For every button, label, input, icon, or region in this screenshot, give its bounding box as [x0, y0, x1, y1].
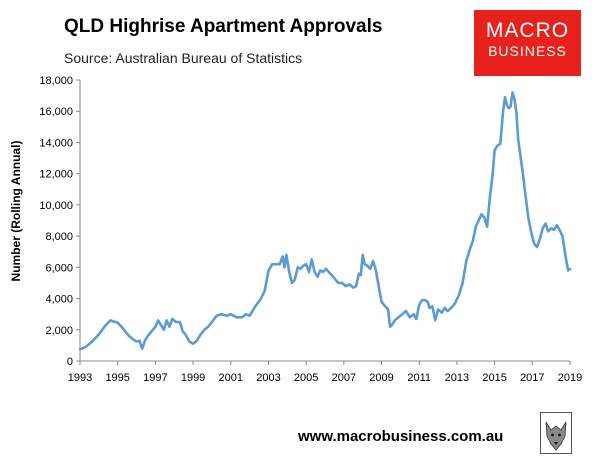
x-tick-label: 2019 [558, 372, 582, 384]
wolf-icon [540, 412, 572, 454]
y-tick-label: 8,000 [45, 231, 73, 243]
x-tick-label: 2015 [482, 372, 506, 384]
y-tick-label: 2,000 [45, 325, 73, 337]
y-tick-label: 6,000 [45, 262, 73, 274]
x-tick-label: 1993 [68, 372, 92, 384]
x-tick-label: 2007 [332, 372, 356, 384]
y-tick-label: 14,000 [39, 137, 73, 149]
x-tick-label: 1999 [181, 372, 205, 384]
y-tick-label: 10,000 [39, 200, 73, 212]
y-tick-label: 4,000 [45, 294, 73, 306]
x-tick-label: 2017 [520, 372, 544, 384]
chart-axes [79, 80, 570, 362]
x-tick-label: 2011 [407, 372, 431, 384]
y-axis-label: Number (Rolling Annual) [9, 141, 23, 282]
y-tick-label: 0 [67, 356, 73, 368]
x-tick-label: 2003 [256, 372, 280, 384]
website-url: www.macrobusiness.com.au [298, 428, 504, 445]
logo-line-1: MACRO [485, 19, 570, 42]
x-tick-label: 1997 [143, 372, 167, 384]
x-tick-label: 2013 [445, 372, 469, 384]
chart-subtitle: Source: Australian Bureau of Statistics [64, 50, 303, 66]
y-axis-ticks: 0 2,000 4,000 6,000 8,000 10,000 12,000 14,000 1… [39, 75, 80, 368]
x-tick-label: 2009 [369, 372, 393, 384]
y-tick-label: 16,000 [39, 106, 73, 118]
macrobusiness-logo: MACRO BUSINESS [474, 10, 581, 76]
series-line [78, 91, 572, 351]
chart-title: QLD Highrise Apartment Approvals [64, 16, 383, 37]
x-axis-ticks: 1993 1995 1997 1999 2001 2003 2005 2007 2009 2011… [68, 361, 582, 384]
y-tick-label: 18,000 [39, 75, 73, 87]
logo-line-2: BUSINESS [488, 43, 567, 59]
y-tick-label: 12,000 [39, 169, 73, 181]
x-tick-label: 2005 [294, 372, 318, 384]
x-tick-label: 2001 [219, 372, 243, 384]
x-tick-label: 1995 [105, 372, 129, 384]
